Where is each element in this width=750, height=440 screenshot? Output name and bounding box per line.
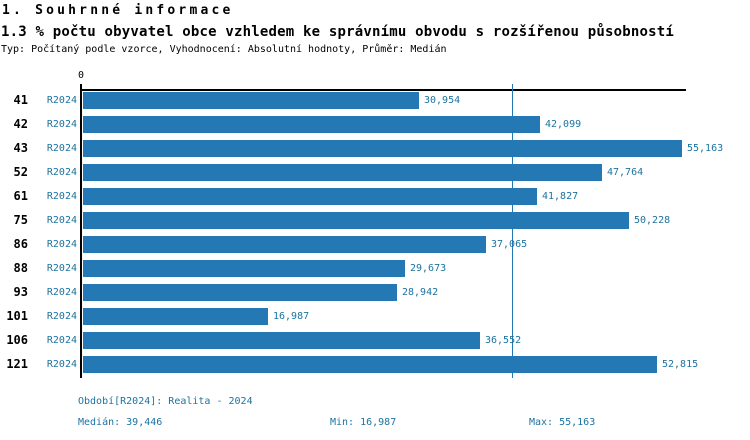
min-summary: Min: 16,987: [330, 417, 397, 428]
row-series-label: R2024: [46, 191, 77, 202]
row-series-label: R2024: [46, 239, 77, 250]
row-category-label: 52: [13, 165, 28, 179]
bar: [83, 92, 419, 109]
row-series-label: R2024: [46, 143, 77, 154]
median-summary: Medián: 39,446: [78, 417, 163, 428]
bar: [83, 284, 397, 301]
bar: [83, 236, 486, 253]
bar: [83, 140, 682, 157]
bar: [83, 188, 537, 205]
indicator-subtitle: 1.3 % počtu obyvatel obce vzhledem ke sp…: [1, 24, 675, 40]
row-series-label: R2024: [46, 167, 77, 178]
row-category-label: 86: [13, 237, 28, 251]
row-series-label: R2024: [46, 95, 77, 106]
row-category-label: 42: [13, 117, 28, 131]
bar: [83, 116, 540, 133]
x-axis-zero-tick-label: 0: [77, 70, 85, 81]
bar-value-label: 28,942: [402, 287, 439, 298]
row-series-label: R2024: [46, 311, 77, 322]
row-category-label: 61: [13, 189, 28, 203]
row-series-label: R2024: [46, 119, 77, 130]
bar-value-label: 36,552: [485, 335, 522, 346]
bar: [83, 260, 405, 277]
bar-value-label: 29,673: [410, 263, 447, 274]
row-category-label: 93: [13, 285, 28, 299]
indicator-meta-line: Typ: Počítaný podle vzorce, Vyhodnocení:…: [1, 44, 447, 55]
bar: [83, 308, 268, 325]
bar: [83, 164, 602, 181]
bar-value-label: 37,065: [491, 239, 528, 250]
median-reference-line: [512, 84, 513, 378]
row-category-label: 121: [6, 357, 28, 371]
row-series-label: R2024: [46, 215, 77, 226]
period-legend: Období[R2024]: Realita - 2024: [78, 396, 253, 407]
row-category-label: 88: [13, 261, 28, 275]
row-series-label: R2024: [46, 287, 77, 298]
page-title: 1. Souhrnné informace: [2, 3, 234, 18]
max-summary: Max: 55,163: [529, 417, 596, 428]
bar: [83, 212, 629, 229]
bar-value-label: 52,815: [662, 359, 699, 370]
row-series-label: R2024: [46, 263, 77, 274]
row-category-label: 41: [13, 93, 28, 107]
row-category-label: 43: [13, 141, 28, 155]
bar-value-label: 55,163: [687, 143, 724, 154]
bar: [83, 332, 480, 349]
bar-value-label: 16,987: [273, 311, 310, 322]
bar-value-label: 50,228: [634, 215, 671, 226]
bar-value-label: 41,827: [542, 191, 579, 202]
row-category-label: 101: [6, 309, 28, 323]
bar-value-label: 42,099: [545, 119, 582, 130]
row-series-label: R2024: [46, 335, 77, 346]
bar-value-label: 30,954: [424, 95, 461, 106]
bar: [83, 356, 657, 373]
row-category-label: 75: [13, 213, 28, 227]
row-series-label: R2024: [46, 359, 77, 370]
row-category-label: 106: [6, 333, 28, 347]
x-axis-line: [80, 89, 686, 91]
y-axis-line: [80, 84, 82, 378]
bar-value-label: 47,764: [607, 167, 644, 178]
